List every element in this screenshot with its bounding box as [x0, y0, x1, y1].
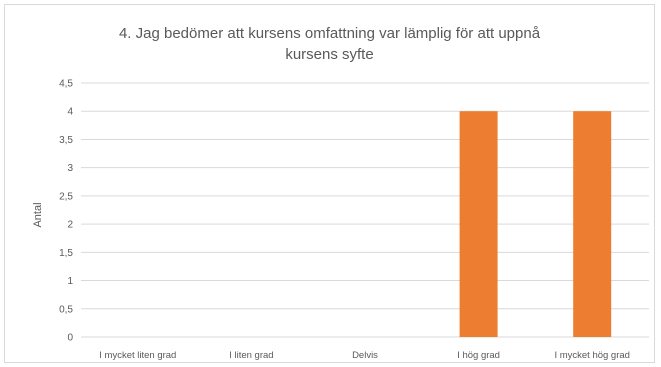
x-category-label: I liten grad — [229, 350, 273, 361]
chart-title-line-2: kursens syfte — [285, 46, 374, 63]
y-tick-label: 3 — [67, 163, 73, 174]
y-tick-label: 4 — [67, 107, 73, 118]
x-category-label: I hög grad — [457, 350, 500, 361]
y-tick-labels: 0 0,5 1 1,5 2 2,5 3 3,5 4 4,5 — [59, 79, 73, 344]
bar — [573, 111, 612, 337]
gridlines — [81, 82, 649, 338]
bars — [459, 111, 612, 337]
chart-frame: 4. Jag bedömer att kursens omfattning va… — [4, 4, 655, 363]
y-tick-label: 3,5 — [59, 135, 73, 146]
y-tick-label: 0 — [67, 333, 73, 344]
x-category-label: Delvis — [352, 350, 378, 361]
x-category-label: I mycket liten grad — [99, 350, 176, 361]
bar — [459, 111, 498, 337]
y-axis-title: Antal — [32, 202, 44, 227]
y-tick-label: 2,5 — [59, 191, 73, 202]
y-tick-label: 2 — [67, 220, 73, 231]
y-tick-label: 1,5 — [59, 248, 73, 259]
chart-title-line-1: 4. Jag bedömer att kursens omfattning va… — [118, 25, 541, 42]
y-tick-label: 1 — [67, 276, 73, 287]
chart-title: 4. Jag bedömer att kursens omfattning va… — [5, 23, 654, 65]
y-tick-label: 0,5 — [59, 304, 73, 315]
category-labels: I mycket liten grad I liten grad Delvis I h… — [99, 350, 630, 361]
y-tick-label: 4,5 — [59, 79, 73, 90]
plot-area: 0 0,5 1 1,5 2 2,5 3 3,5 4 4,5 I mycket liten grad… — [32, 79, 649, 361]
x-category-label: I mycket hög grad — [554, 350, 630, 361]
